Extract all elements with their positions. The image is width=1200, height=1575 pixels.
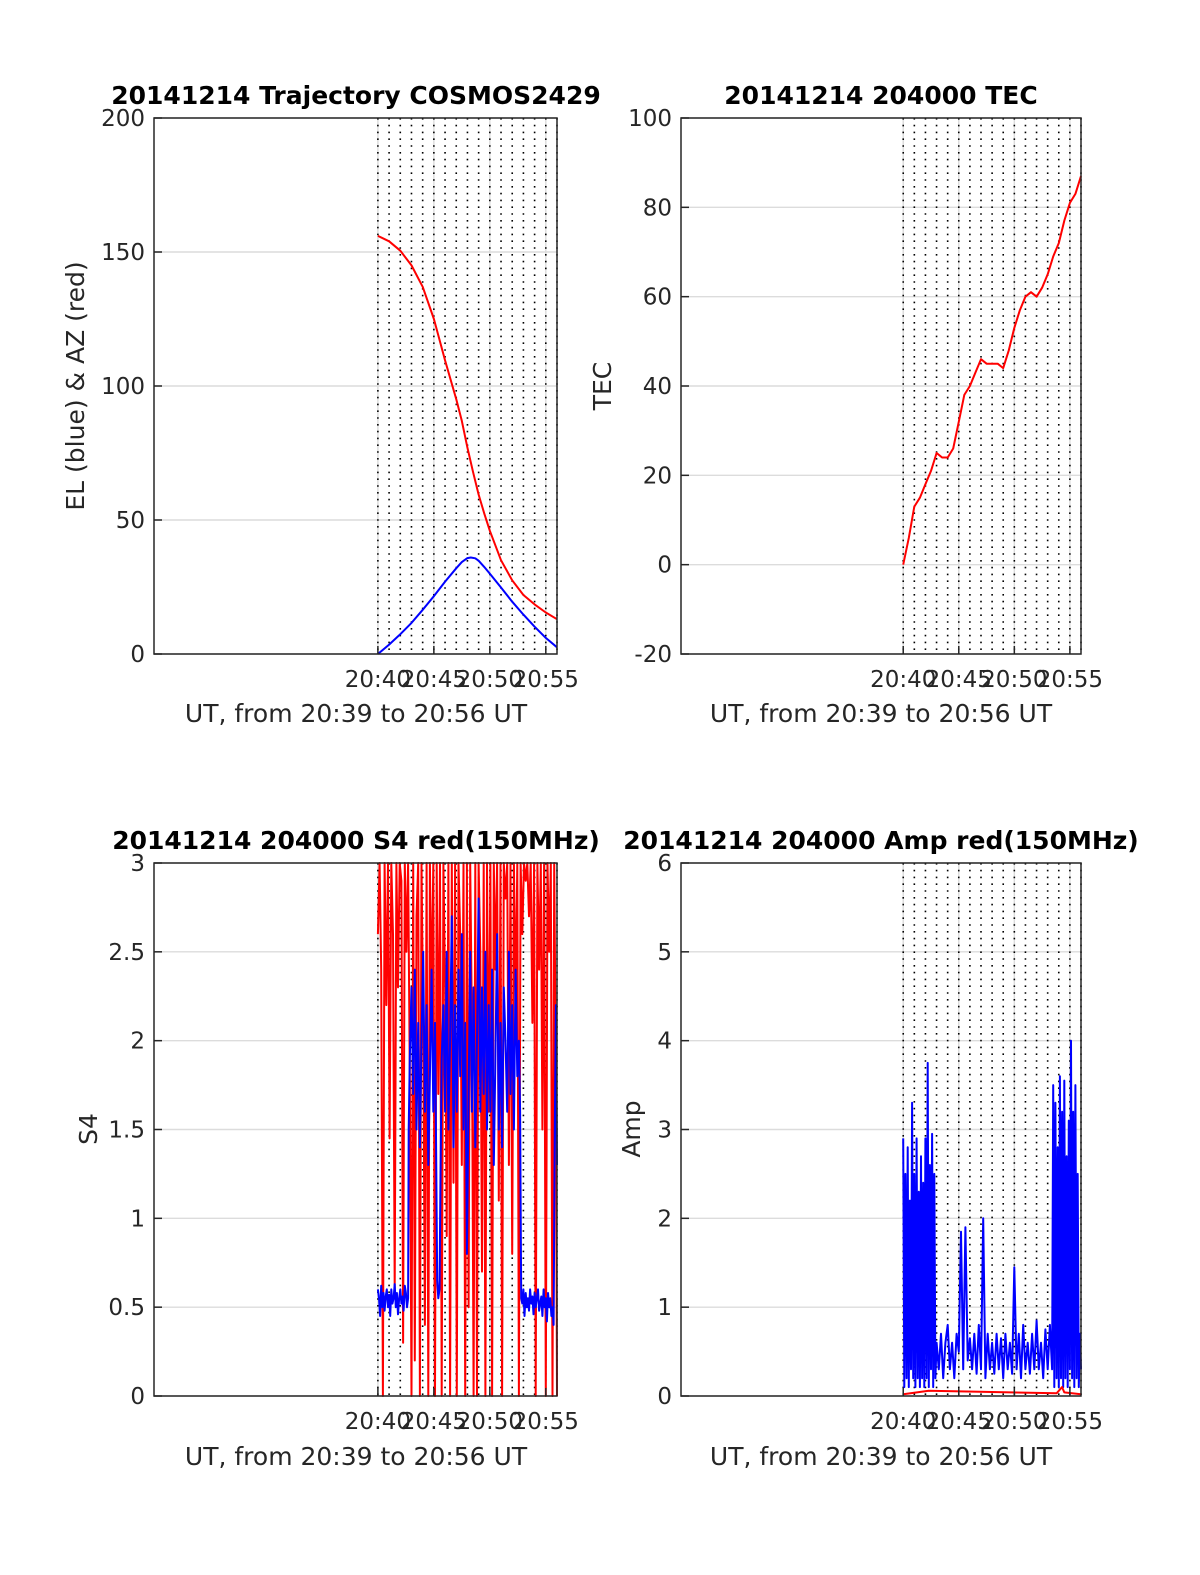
- y-tick-label: 5: [657, 940, 672, 966]
- y-tick-label: 1: [657, 1295, 672, 1321]
- x-tick-label: 20:40: [345, 667, 411, 693]
- series-line-1: [377, 234, 558, 621]
- y-tick-label: 3: [130, 851, 145, 877]
- y-tick-label: 50: [116, 508, 145, 534]
- x-tick-label: 20:40: [345, 1409, 411, 1435]
- series-line-0: [902, 1039, 1082, 1389]
- series-lines: [377, 234, 558, 655]
- y-axis-label: TEC: [588, 362, 617, 412]
- y-tick-label: 0.5: [108, 1295, 145, 1321]
- y-axis-label: EL (blue) & AZ (red): [61, 261, 90, 510]
- y-tick-label: 100: [628, 106, 672, 132]
- y-tick-label: 100: [101, 374, 145, 400]
- y-tick-label: 60: [643, 285, 672, 311]
- y-tick-label: 6: [657, 851, 672, 877]
- series-line-0: [902, 175, 1082, 565]
- y-tick-label: 40: [643, 374, 672, 400]
- y-tick-label: 0: [130, 642, 145, 668]
- y-tick-label: 0: [130, 1384, 145, 1410]
- x-tick-label: 20:45: [401, 667, 467, 693]
- y-tick-label: 0: [657, 1384, 672, 1410]
- y-tick-label: 150: [101, 240, 145, 266]
- series-lines: [902, 175, 1082, 565]
- x-axis-label: UT, from 20:39 to 20:56 UT: [710, 699, 1053, 728]
- x-axis-label: UT, from 20:39 to 20:56 UT: [185, 1442, 528, 1471]
- x-tick-label: 20:55: [513, 1409, 579, 1435]
- x-tick-label: 20:50: [981, 1409, 1047, 1435]
- x-tick-label: 20:45: [926, 667, 992, 693]
- x-tick-label: 20:45: [401, 1409, 467, 1435]
- series-lines: [902, 1039, 1082, 1396]
- chart-title: 20141214 204000 TEC: [724, 81, 1037, 110]
- series-line-1: [376, 897, 558, 1326]
- y-tick-label: 4: [657, 1029, 672, 1055]
- y-tick-label: 2: [657, 1206, 672, 1232]
- series-lines: [376, 862, 558, 1397]
- y-tick-label: 2: [130, 1029, 145, 1055]
- chart-title: 20141214 204000 S4 red(150MHz): [112, 826, 600, 855]
- y-axis-label: Amp: [617, 1100, 646, 1157]
- x-tick-label: 20:40: [870, 667, 936, 693]
- x-tick-label: 20:50: [457, 1409, 523, 1435]
- y-tick-label: 80: [643, 195, 672, 221]
- chart-title: 20141214 Trajectory COSMOS2429: [111, 81, 601, 110]
- y-axis-label: S4: [74, 1113, 103, 1145]
- y-tick-label: 1.5: [108, 1118, 145, 1144]
- x-axis-label: UT, from 20:39 to 20:56 UT: [710, 1442, 1053, 1471]
- y-tick-label: 0: [657, 553, 672, 579]
- x-tick-label: 20:55: [513, 667, 579, 693]
- x-axis-label: UT, from 20:39 to 20:56 UT: [185, 699, 528, 728]
- y-tick-label: 3: [657, 1118, 672, 1144]
- grid: [681, 117, 1082, 655]
- x-tick-label: 20:45: [926, 1409, 992, 1435]
- y-tick-label: -20: [634, 642, 672, 668]
- y-tick-label: 1: [130, 1206, 145, 1232]
- y-tick-label: 2.5: [108, 940, 145, 966]
- y-tick-label: 200: [101, 106, 145, 132]
- grid: [681, 862, 1082, 1397]
- x-tick-label: 20:50: [981, 667, 1047, 693]
- series-line-1: [903, 1386, 1082, 1396]
- x-tick-label: 20:55: [1037, 1409, 1103, 1435]
- x-tick-label: 20:50: [457, 667, 523, 693]
- x-tick-label: 20:40: [870, 1409, 936, 1435]
- x-tick-label: 20:55: [1037, 667, 1103, 693]
- series-line-0: [377, 556, 558, 655]
- y-tick-label: 20: [643, 463, 672, 489]
- chart-title: 20141214 204000 Amp red(150MHz): [623, 826, 1139, 855]
